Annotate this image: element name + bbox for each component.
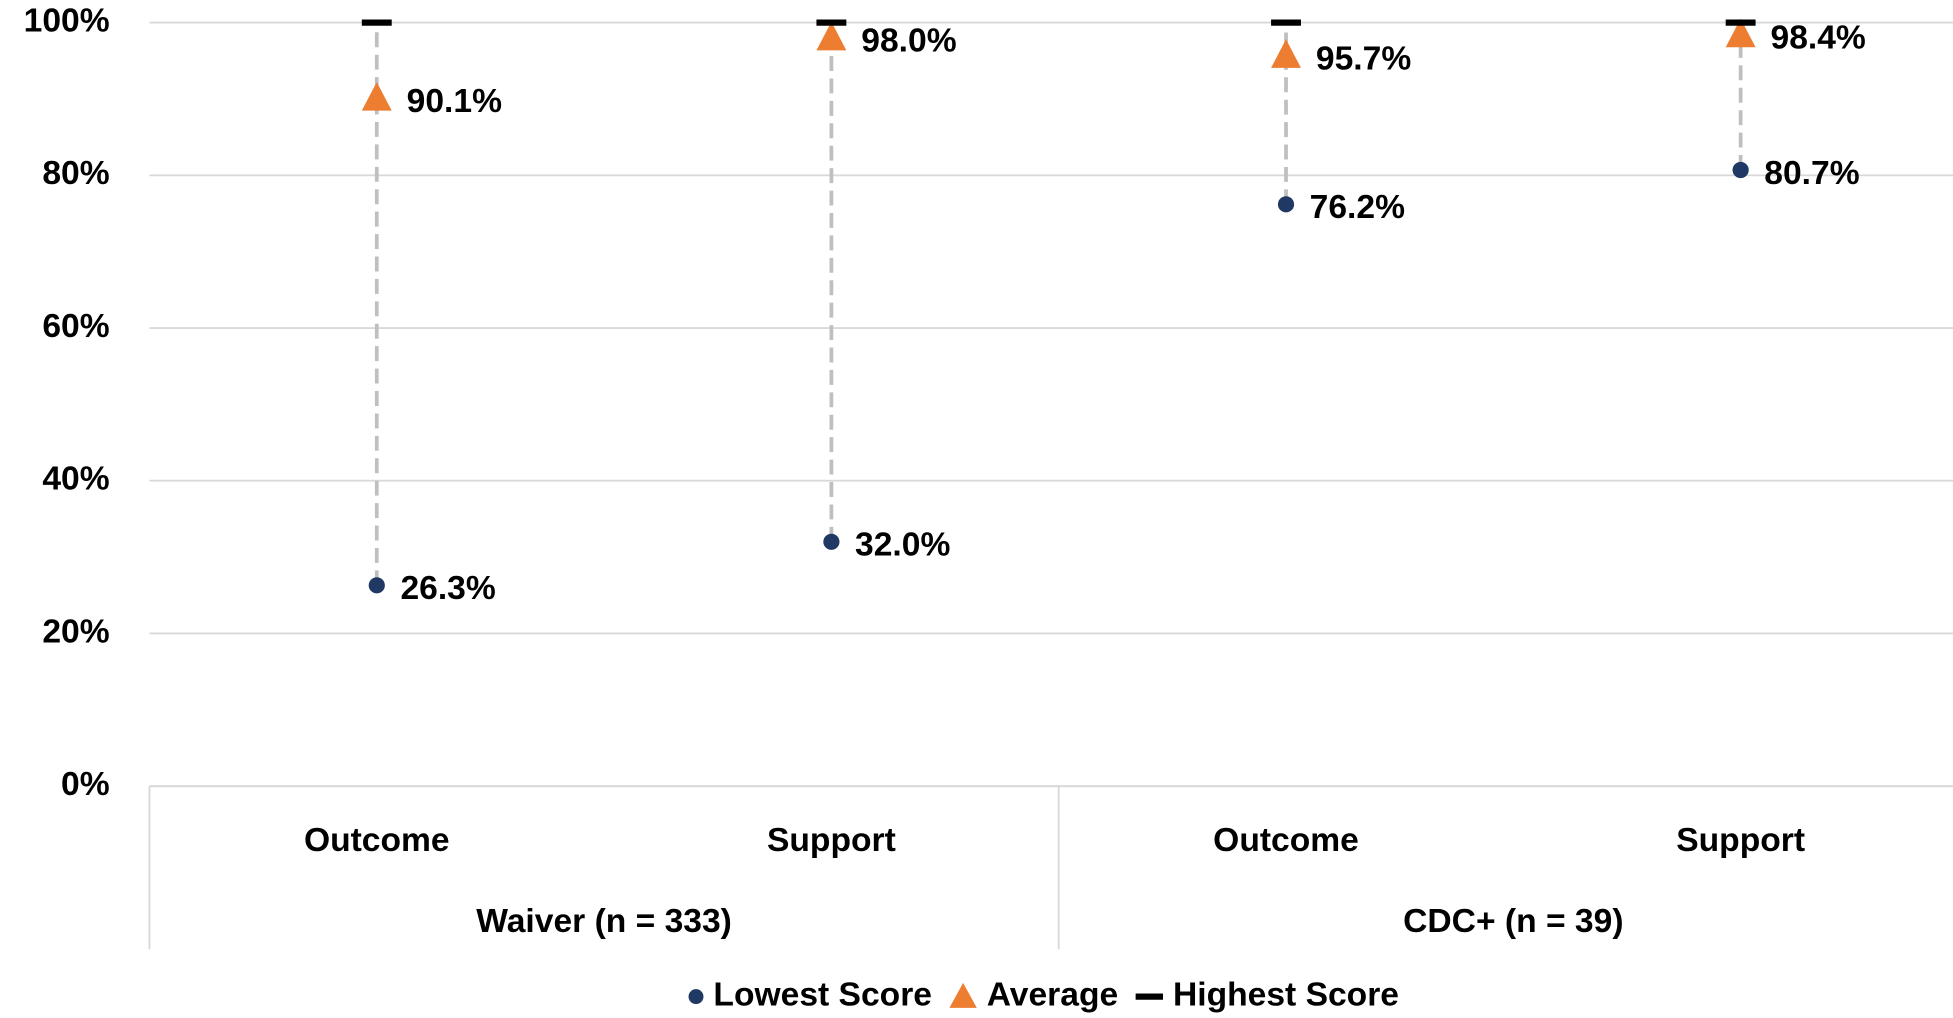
data-label: 98.0% xyxy=(861,23,956,60)
data-point xyxy=(816,19,847,26)
group-label: CDC+ (n = 39) xyxy=(1403,903,1623,940)
data-point xyxy=(1725,19,1756,26)
data-point xyxy=(1725,18,1756,48)
data-label: 32.0% xyxy=(855,527,950,564)
data-label: 98.4% xyxy=(1771,20,1866,57)
y-tick-label: 0% xyxy=(61,766,110,803)
legend-marker xyxy=(1135,993,1164,1000)
x-tick-label: Support xyxy=(767,822,896,859)
x-tick-label: Support xyxy=(1676,822,1805,859)
y-tick-label: 60% xyxy=(42,308,109,345)
x-tick-label: Outcome xyxy=(1213,822,1359,859)
data-point xyxy=(1271,39,1301,68)
y-tick-label: 100% xyxy=(24,2,110,39)
y-tick-label: 80% xyxy=(42,155,109,192)
data-point xyxy=(361,82,392,111)
x-tick-label: Outcome xyxy=(304,822,450,859)
legend-marker xyxy=(688,989,704,1005)
y-tick-label: 20% xyxy=(42,613,109,650)
legend-marker xyxy=(949,982,977,1008)
data-label: 90.1% xyxy=(407,83,502,120)
data-point xyxy=(816,21,847,51)
legend-label: Highest Score xyxy=(1173,977,1399,1014)
data-label: 26.3% xyxy=(400,570,495,607)
legend-label: Average xyxy=(987,977,1118,1014)
data-point xyxy=(361,19,392,26)
data-point xyxy=(823,533,840,550)
group-label: Waiver (n = 333) xyxy=(476,903,732,940)
data-point xyxy=(1271,19,1301,26)
data-point xyxy=(1277,196,1295,213)
legend-label: Lowest Score xyxy=(713,977,932,1014)
y-tick-label: 40% xyxy=(42,461,109,498)
legend: Lowest Score Average Highest Score xyxy=(688,977,1399,1014)
data-label: 76.2% xyxy=(1310,189,1405,226)
data-point xyxy=(1732,161,1749,179)
data-label: 95.7% xyxy=(1316,40,1411,77)
data-point xyxy=(368,577,385,594)
data-label: 80.7% xyxy=(1764,155,1859,192)
